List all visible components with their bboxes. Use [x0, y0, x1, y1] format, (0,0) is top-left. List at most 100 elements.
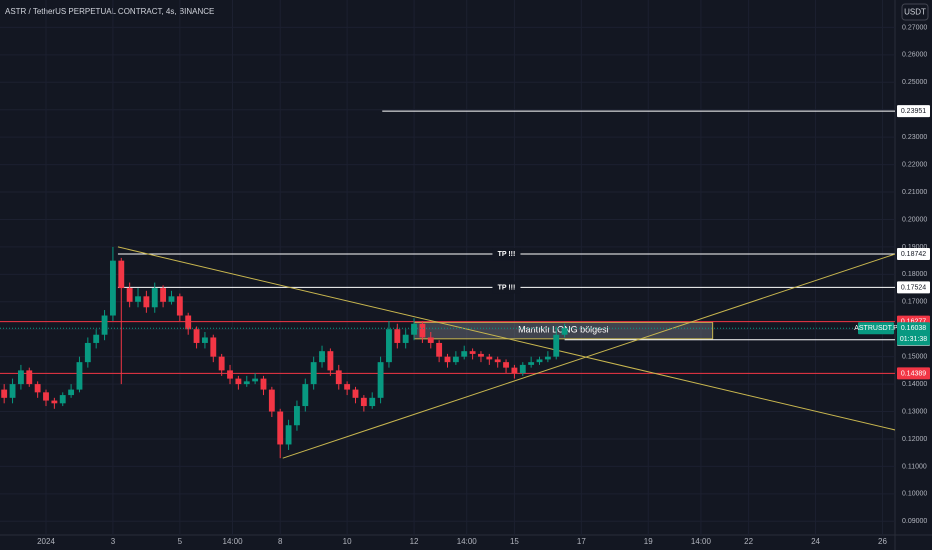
- candle-body: [277, 411, 284, 445]
- price-tag: 0.16038: [901, 325, 926, 332]
- candle-body: [185, 315, 192, 330]
- chart-title: ASTR / TetherUS PERPETUAL CONTRACT, 4s, …: [5, 7, 214, 16]
- candle-body: [135, 296, 141, 302]
- candle-body: [511, 367, 518, 374]
- candle-body: [561, 328, 568, 335]
- x-tick-label: 5: [178, 537, 183, 546]
- candle-body: [327, 351, 334, 371]
- candle-body: [151, 288, 158, 308]
- candle-body: [193, 329, 200, 343]
- x-tick-label: 26: [878, 537, 887, 546]
- y-tick-label: 0.20000: [902, 216, 927, 223]
- symbol-tag: ASTRUSDT.P: [854, 325, 898, 332]
- candle-body: [227, 370, 233, 379]
- candle-body: [43, 392, 49, 401]
- y-tick-label: 0.26000: [902, 52, 927, 59]
- candle-body: [93, 334, 100, 343]
- level-text: TP !!!: [498, 284, 516, 291]
- candle-body: [377, 362, 384, 398]
- candle-body: [84, 342, 91, 363]
- y-tick-label: 0.11000: [902, 463, 927, 470]
- currency-label[interactable]: USDT: [904, 8, 926, 17]
- candle-body: [68, 389, 75, 396]
- level-tag-bg: [897, 281, 930, 294]
- x-tick-label: 2024: [37, 537, 55, 546]
- candle-body: [461, 351, 468, 357]
- candle-body: [319, 351, 325, 363]
- candle-body: [478, 353, 484, 357]
- candle-body: [109, 260, 116, 316]
- candle-body: [386, 329, 392, 363]
- symbol-tag-bg: [858, 322, 894, 335]
- candle-body: [59, 395, 66, 404]
- candle-body: [1, 389, 8, 398]
- candle-body: [17, 370, 24, 385]
- price-tag-bg: [897, 322, 930, 335]
- axis-overlay: 0.09000 0.10000 0.11000 0.12000 0.13000 0.140…: [37, 24, 930, 546]
- x-tick-label: 8: [278, 537, 283, 546]
- candle-body: [419, 323, 426, 338]
- candle-body: [360, 397, 367, 407]
- x-tick-label: 22: [744, 537, 753, 546]
- candle-body: [335, 370, 342, 385]
- candle-body: [260, 378, 267, 390]
- candle-body: [143, 296, 150, 308]
- currency-button[interactable]: [901, 3, 929, 21]
- y-tick-label: 0.17000: [902, 299, 927, 306]
- candle-body: [503, 362, 509, 368]
- level-tag-bg: [897, 105, 930, 118]
- y-tick-label: 0.12000: [902, 436, 927, 443]
- candle-body: [519, 364, 526, 374]
- candle-body: [101, 315, 108, 335]
- candle-body: [544, 356, 551, 360]
- level-tag-bg: [897, 367, 930, 380]
- candle-body: [51, 400, 58, 404]
- y-tick-label: 0.21000: [902, 189, 927, 196]
- trend-line: [282, 253, 895, 459]
- level-text-bg: [492, 248, 521, 261]
- x-tick-label: 12: [410, 537, 419, 546]
- candle-body: [494, 359, 501, 363]
- candle-body: [118, 260, 125, 289]
- x-tick-label: 15: [510, 537, 519, 546]
- candle-body: [34, 384, 41, 393]
- x-tick-label: 24: [811, 537, 820, 546]
- candle-body: [369, 397, 376, 407]
- level-tag: 0.18742: [901, 251, 926, 258]
- candle-body: [528, 362, 535, 365]
- x-tick-label: 14:00: [223, 537, 244, 546]
- y-tick-label: 0.27000: [902, 24, 927, 31]
- candle-body: [126, 288, 133, 302]
- y-tick-label: 0.25000: [902, 79, 927, 86]
- y-tick-label: 0.09000: [902, 518, 927, 525]
- candle-body: [268, 389, 275, 412]
- candle-body: [344, 384, 351, 390]
- x-tick-label: 3: [111, 537, 116, 546]
- y-tick-label: 0.23000: [902, 134, 927, 141]
- countdown-tag-bg: [897, 333, 930, 346]
- candle-body: [536, 359, 543, 363]
- level-tag: 0.14389: [901, 370, 926, 377]
- candle-body: [252, 378, 259, 382]
- countdown-tag: 01:31:38: [900, 336, 927, 343]
- candle-body: [553, 334, 560, 357]
- candle-body: [160, 288, 167, 302]
- candle-body: [202, 337, 208, 343]
- y-tick-label: 0.18000: [902, 271, 927, 278]
- y-tick-label: 0.22000: [902, 161, 927, 168]
- level-text-bg: [492, 281, 521, 294]
- candle-body: [26, 370, 33, 385]
- x-tick-label: 19: [644, 537, 653, 546]
- y-tick-label: 0.10000: [902, 491, 927, 498]
- trend-line: [117, 246, 895, 431]
- y-tick-label: 0.14000: [902, 381, 927, 388]
- candle-body: [218, 356, 225, 371]
- candle-body: [394, 329, 401, 343]
- y-tick-label: 0.19000: [902, 244, 927, 251]
- y-tick-label: 0.15000: [902, 354, 927, 361]
- candle-body: [168, 296, 175, 302]
- candle-body: [310, 362, 317, 385]
